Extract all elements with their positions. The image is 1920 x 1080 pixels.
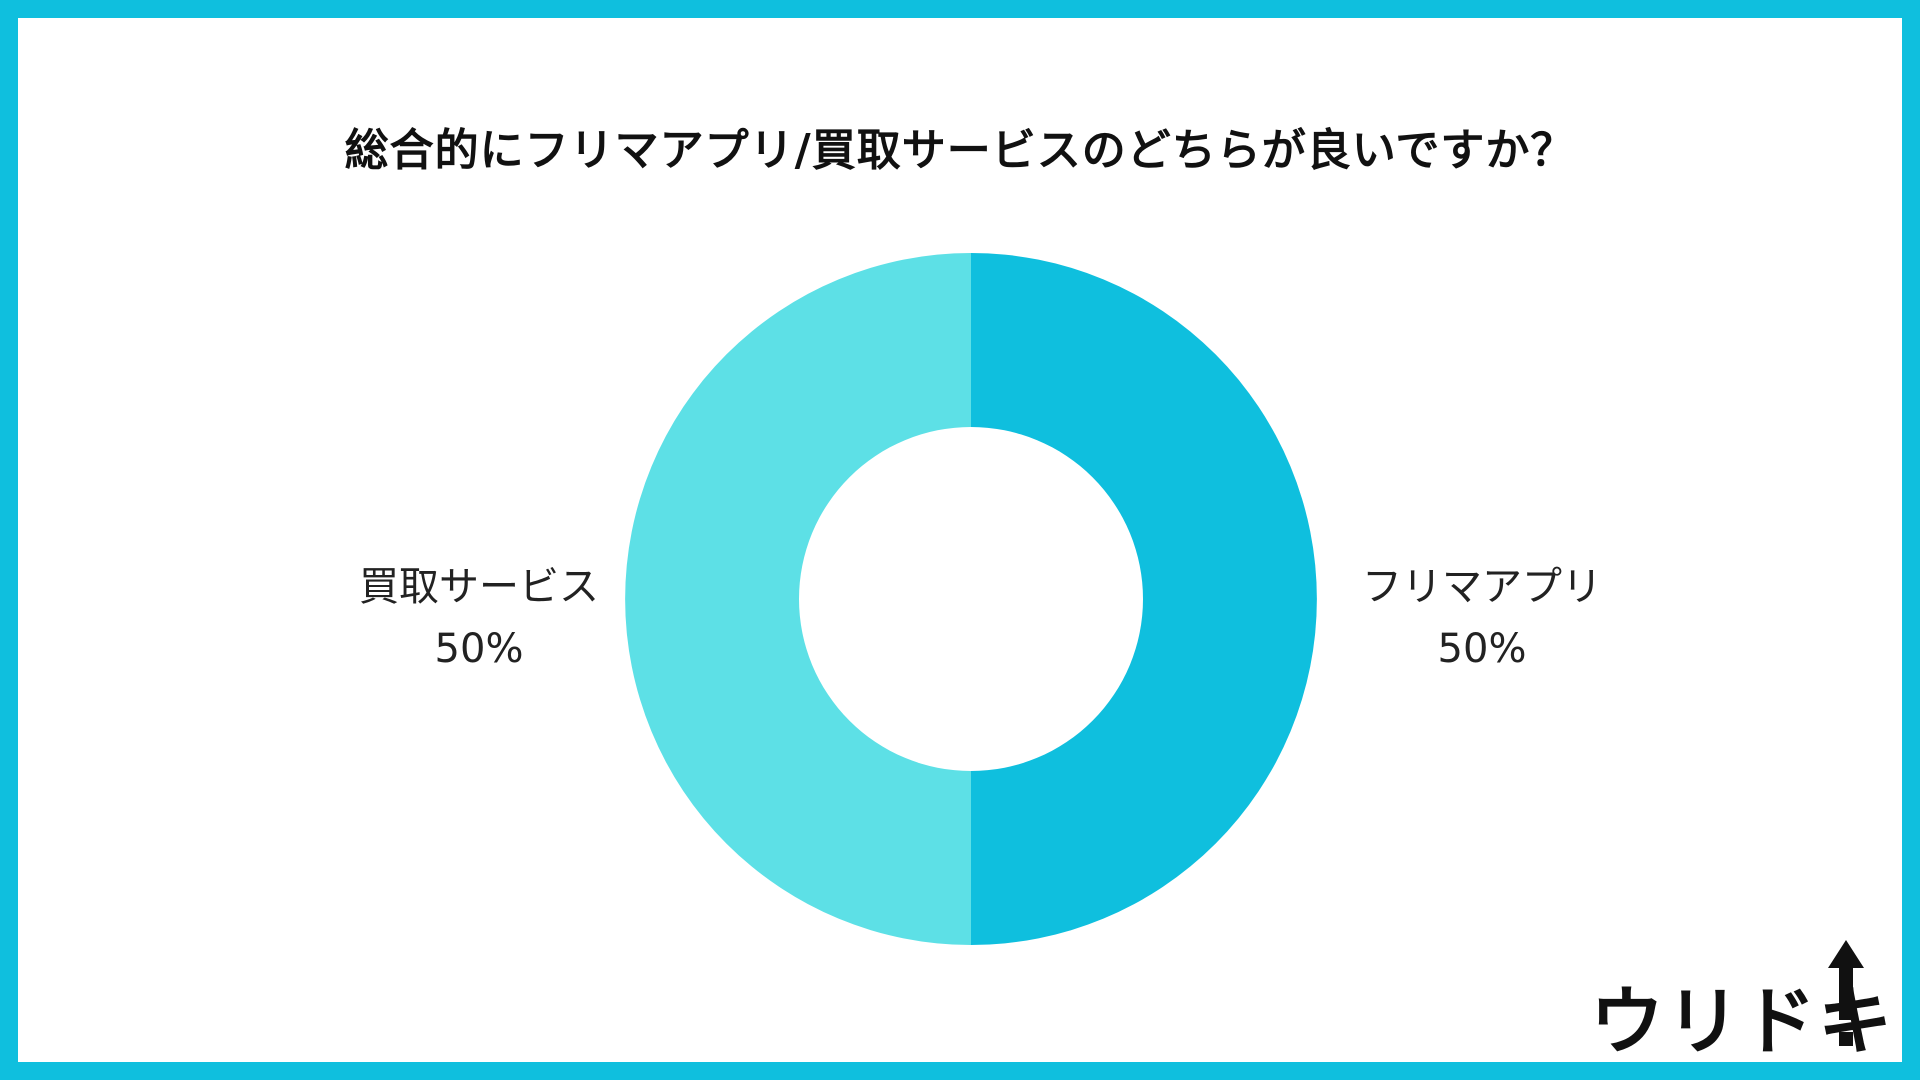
- donut-slice-1: [625, 253, 971, 945]
- up-arrow-icon: [1828, 940, 1864, 1046]
- chart-title: 総合的にフリマアプリ/買取サービスのどちらが良いですか？: [344, 125, 1576, 176]
- slice-label-furima-value: 50%: [1437, 626, 1527, 672]
- slice-label-kaitori-name: 買取サービス: [359, 564, 599, 610]
- slice-label-furima-name: フリマアプリ: [1362, 564, 1602, 610]
- donut-hole: [799, 427, 1143, 771]
- slice-label-kaitori-value: 50%: [434, 626, 524, 672]
- chart-frame: 総合的にフリマアプリ/買取サービスのどちらが良いですか？ 買取サービス 50% …: [18, 18, 1902, 1065]
- donut-chart: [625, 253, 1317, 945]
- slice-label-furima: フリマアプリ 50%: [1312, 556, 1652, 680]
- donut-slice-0: [971, 253, 1317, 945]
- uridoki-logo: ウリドキ: [1566, 930, 1896, 1065]
- slice-label-kaitori: 買取サービス 50%: [309, 556, 649, 680]
